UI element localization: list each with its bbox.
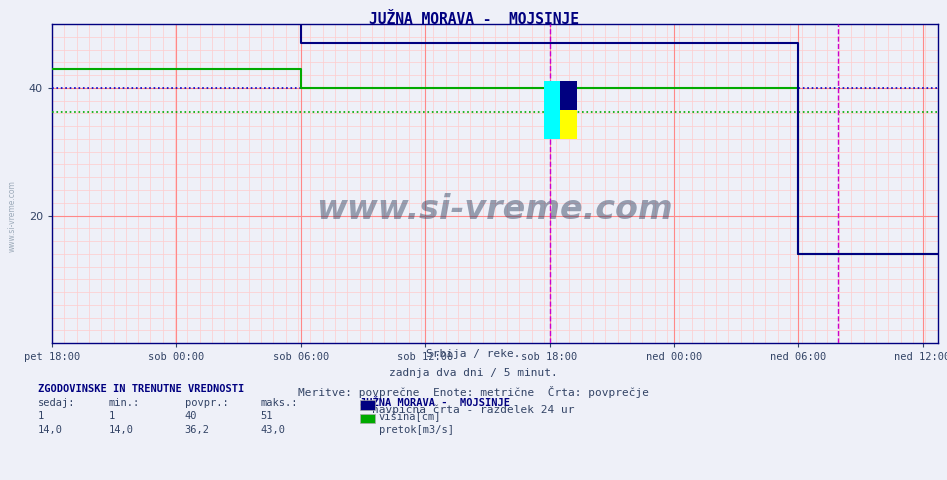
Text: JUŽNA MORAVA -  MOJSINJE: JUŽNA MORAVA - MOJSINJE [360, 398, 509, 408]
Text: www.si-vreme.com: www.si-vreme.com [8, 180, 17, 252]
Text: 14,0: 14,0 [109, 425, 134, 435]
Text: Srbija / reke.: Srbija / reke. [426, 349, 521, 360]
Text: www.si-vreme.com: www.si-vreme.com [316, 192, 673, 226]
Text: 40: 40 [185, 411, 197, 421]
Bar [561, 82, 577, 110]
Bar [544, 82, 577, 139]
Text: 14,0: 14,0 [38, 425, 63, 435]
Text: višina[cm]: višina[cm] [379, 411, 441, 422]
Text: min.:: min.: [109, 398, 140, 408]
Text: navpična črta - razdelek 24 ur: navpična črta - razdelek 24 ur [372, 404, 575, 415]
Text: 1: 1 [38, 411, 45, 421]
Text: JUŽNA MORAVA -  MOJSINJE: JUŽNA MORAVA - MOJSINJE [368, 12, 579, 27]
Bar [544, 82, 561, 139]
Text: zadnja dva dni / 5 minut.: zadnja dva dni / 5 minut. [389, 368, 558, 378]
Text: 1: 1 [109, 411, 116, 421]
Text: pretok[m3/s]: pretok[m3/s] [379, 425, 454, 435]
Text: sedaj:: sedaj: [38, 398, 76, 408]
Text: maks.:: maks.: [260, 398, 298, 408]
Text: 51: 51 [260, 411, 273, 421]
Text: ZGODOVINSKE IN TRENUTNE VREDNOSTI: ZGODOVINSKE IN TRENUTNE VREDNOSTI [38, 384, 244, 395]
Text: 36,2: 36,2 [185, 425, 209, 435]
Text: Meritve: povprečne  Enote: metrične  Črta: povprečje: Meritve: povprečne Enote: metrične Črta:… [298, 386, 649, 398]
Text: povpr.:: povpr.: [185, 398, 228, 408]
Text: 43,0: 43,0 [260, 425, 285, 435]
